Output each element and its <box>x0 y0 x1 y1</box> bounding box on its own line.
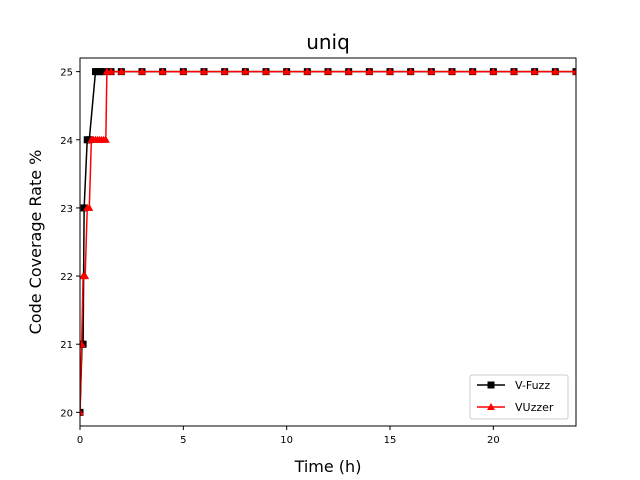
x-axis-label: Time (h) <box>294 457 362 476</box>
data-point-vuzzer <box>468 67 477 75</box>
data-point-vuzzer <box>101 135 110 143</box>
data-point-vuzzer <box>365 67 374 75</box>
chart-title: uniq <box>306 30 350 54</box>
data-point-vuzzer <box>220 67 229 75</box>
legend-label-vuzzer: VUzzer <box>515 401 554 414</box>
data-point-vuzzer <box>81 272 90 280</box>
data-point-v-fuzz <box>97 68 105 76</box>
plot-area-frame <box>79 57 577 427</box>
data-point-vuzzer <box>158 67 167 75</box>
data-point-vuzzer <box>572 67 576 75</box>
data-point-vuzzer <box>117 67 126 75</box>
data-point-vuzzer <box>241 67 250 75</box>
data-point-vuzzer <box>107 67 115 75</box>
data-point-vuzzer <box>80 340 86 348</box>
data-point-vuzzer <box>324 67 332 75</box>
data-point-vuzzer <box>530 67 539 75</box>
y-tick-label: 25 <box>60 68 73 79</box>
x-tick-label: 10 <box>280 435 293 446</box>
data-point-vuzzer <box>85 203 94 211</box>
legend-marker-vfuzz <box>487 381 495 389</box>
data-point-vuzzer <box>80 408 84 416</box>
data-point-vuzzer <box>551 67 560 75</box>
data-point-vuzzer <box>262 67 270 75</box>
legend: V-Fuzz VUzzer <box>469 374 569 420</box>
y-tick-label: 21 <box>60 340 73 351</box>
legend-label-vfuzz: V-Fuzz <box>515 379 550 392</box>
data-point-vuzzer <box>510 67 518 75</box>
y-tick-label: 24 <box>60 136 73 147</box>
data-point-vuzzer <box>179 67 188 75</box>
data-point-vuzzer <box>448 67 456 75</box>
series-vuzzer <box>80 67 576 416</box>
x-tick-label: 5 <box>180 435 186 446</box>
legend-marker-vuzzer <box>487 403 495 410</box>
x-tick-label: 15 <box>384 435 397 446</box>
data-point-vuzzer <box>282 67 291 75</box>
data-point-vuzzer <box>344 67 353 75</box>
data-point-vuzzer <box>489 67 498 75</box>
data-point-vuzzer <box>427 67 436 75</box>
y-tick-label: 23 <box>60 204 73 215</box>
x-tick-label: 20 <box>487 435 500 446</box>
y-axis: 20 21 22 23 24 25 <box>60 68 80 419</box>
data-point-vuzzer <box>303 67 312 75</box>
x-tick-label: 0 <box>77 435 83 446</box>
series-layer <box>80 67 576 416</box>
data-point-vuzzer <box>386 67 394 75</box>
x-axis: 0 5 10 15 20 <box>77 426 500 446</box>
y-tick-label: 20 <box>60 408 73 419</box>
data-point-vuzzer <box>406 67 415 75</box>
y-axis-label: Code Coverage Rate % <box>26 150 45 335</box>
y-tick-label: 22 <box>60 272 73 283</box>
data-point-vuzzer <box>138 67 146 75</box>
data-point-vuzzer <box>200 67 208 75</box>
data-point-v-fuzz <box>80 204 88 212</box>
